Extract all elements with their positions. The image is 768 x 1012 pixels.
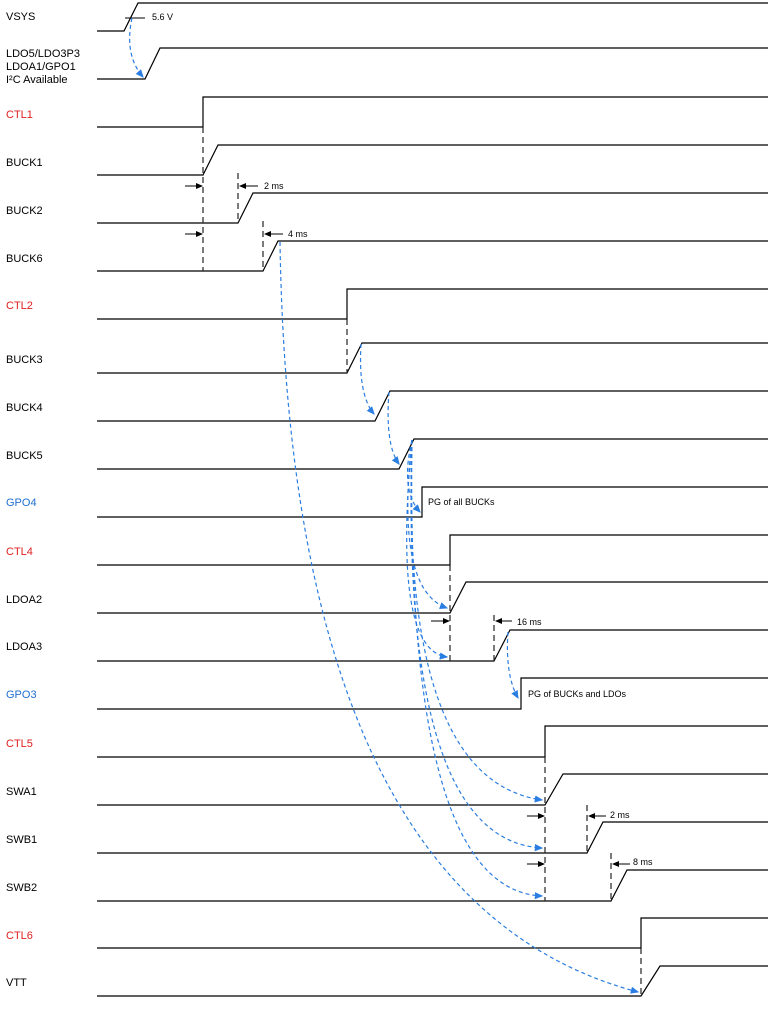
- delay-arrows: [125, 17, 630, 867]
- annotation-gpo4-note: PG of all BUCKs: [428, 497, 495, 507]
- label-swb1: SWB1: [6, 834, 38, 846]
- label-swb2: SWB2: [6, 882, 38, 894]
- annotation-swb1-delay: 2 ms: [610, 810, 630, 820]
- label-ctl2: CTL2: [6, 300, 33, 312]
- label-ctl4: CTL4: [6, 546, 33, 558]
- label-ldoa3: LDOA3: [6, 641, 43, 653]
- label-gpo3: GPO3: [6, 689, 37, 701]
- label-swa1: SWA1: [6, 786, 37, 798]
- label-buck4: BUCK4: [6, 402, 43, 414]
- label-buck2: BUCK2: [6, 205, 43, 217]
- label-ldoa2: LDOA2: [6, 594, 43, 606]
- annotation-buck6-delay: 4 ms: [288, 229, 308, 239]
- annotation-gpo3-note: PG of BUCKs and LDOs: [528, 689, 627, 699]
- signal-traces: [97, 2, 768, 997]
- label-buck3: BUCK3: [6, 354, 43, 366]
- annotation-ldoa3-delay: 16 ms: [517, 617, 542, 627]
- label-ctl1: CTL1: [6, 109, 33, 121]
- label-buck5: BUCK5: [6, 450, 43, 462]
- label-gpo4: GPO4: [6, 497, 37, 509]
- label-buck1: BUCK1: [6, 157, 43, 169]
- annotation-buck2-delay: 2 ms: [264, 181, 284, 191]
- annotation-swb2-delay: 8 ms: [633, 857, 653, 867]
- label-vtt: VTT: [6, 977, 27, 989]
- label-buck6: BUCK6: [6, 253, 43, 265]
- dependency-arrows: [129, 17, 640, 994]
- label-ldo5-group: LDO5/LDO3P3 LDOA1/GPO1 I²C Available: [6, 48, 80, 86]
- annotation-vsys-threshold: 5.6 V: [152, 12, 174, 22]
- label-ctl5: CTL5: [6, 738, 33, 750]
- dashed-markers: [202, 127, 642, 996]
- label-vsys: VSYS: [6, 11, 36, 23]
- label-ctl6: CTL6: [6, 930, 33, 942]
